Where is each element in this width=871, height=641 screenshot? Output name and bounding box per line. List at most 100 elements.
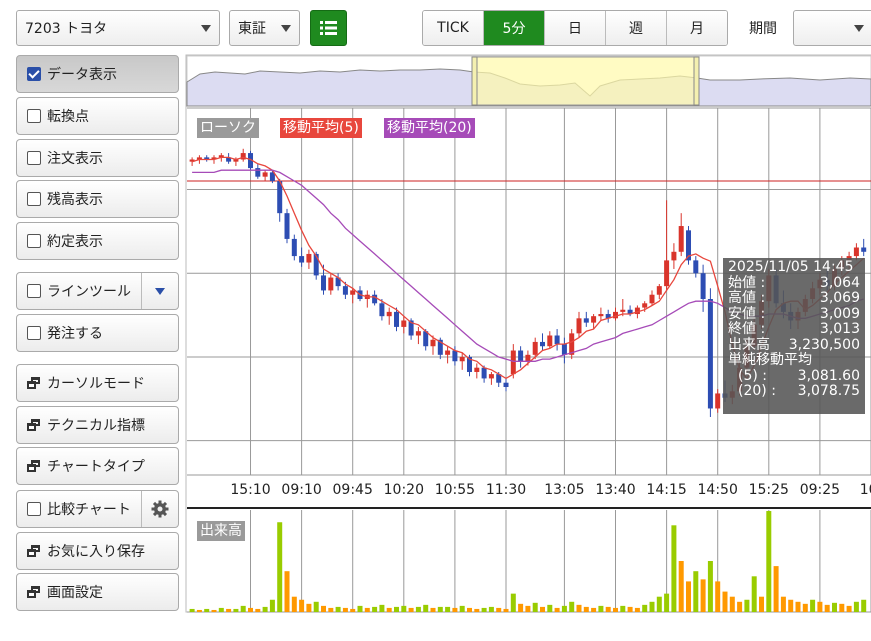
legend-ma5[interactable]: 移動平均(5): [280, 118, 362, 138]
candle-body: [452, 350, 458, 362]
checkbox: [27, 284, 41, 298]
volume-bar: [846, 605, 852, 612]
volume-bar: [686, 581, 692, 612]
x-tick-label: 14:50: [698, 482, 738, 498]
volume-bar: [408, 607, 414, 612]
volume-bar: [678, 561, 684, 612]
tooltip-label: 始値 :: [728, 274, 766, 291]
volume-bar: [240, 605, 246, 612]
tooltip-label: (5) :: [738, 367, 767, 384]
x-tick-label: 10:20: [384, 482, 424, 498]
x-tick-label: 11:30: [486, 482, 526, 498]
price-plot: [187, 108, 871, 475]
candle-body: [686, 230, 692, 261]
candle-body: [649, 294, 655, 304]
interval-button[interactable]: 月: [667, 11, 727, 45]
menu-toggle[interactable]: [141, 273, 178, 309]
legend-ma20[interactable]: 移動平均(20): [384, 118, 475, 138]
volume-bar: [751, 576, 757, 612]
candle-body: [518, 350, 524, 362]
candle-body: [284, 213, 290, 239]
volume-bar: [780, 596, 786, 612]
sidebar-button[interactable]: テクニカル指標: [16, 406, 179, 444]
x-tick-label: 13:40: [595, 482, 635, 498]
volume-bar: [671, 525, 677, 612]
settings-toggle[interactable]: [141, 491, 178, 527]
window-icon: [27, 545, 41, 557]
sidebar-button[interactable]: ラインツール: [16, 272, 179, 310]
sidebar-button[interactable]: 比較チャート: [16, 490, 179, 528]
candle-body: [313, 253, 319, 276]
candle-body: [335, 277, 341, 287]
sidebar-button[interactable]: チャートタイプ: [16, 447, 179, 485]
candle-body: [445, 350, 451, 355]
list-button[interactable]: [310, 10, 347, 46]
candle-body: [394, 311, 400, 327]
x-axis: 15:10 09:10 09:45 10:20 10:55 11:30 13:05 13:40…: [230, 482, 871, 498]
volume-bar: [255, 608, 261, 612]
sidebar-button[interactable]: 転換点: [16, 97, 179, 135]
sidebar-label: 約定表示: [47, 234, 103, 250]
candle-body: [291, 238, 297, 257]
candle-body: [583, 318, 589, 323]
interval-button[interactable]: 日: [545, 11, 606, 45]
volume-bar: [299, 599, 305, 612]
volume-bar: [496, 607, 502, 612]
volume-bar: [824, 604, 830, 612]
navigator: [186, 55, 871, 107]
sidebar-label: チャートタイプ: [47, 459, 145, 475]
symbol-dropdown[interactable]: 7203 トヨタ: [16, 10, 220, 46]
volume-bar: [832, 602, 838, 612]
sidebar-label: 発注する: [47, 326, 103, 342]
volume-bar: [510, 593, 516, 612]
tooltip-label: (20) :: [738, 383, 776, 399]
period-dropdown[interactable]: [793, 10, 871, 46]
volume-bar: [737, 601, 743, 612]
candle-body: [386, 311, 392, 317]
sidebar-label: 画面設定: [47, 585, 103, 601]
market-dropdown[interactable]: 東証: [229, 10, 300, 46]
sidebar-button[interactable]: カーソルモード: [16, 364, 179, 402]
volume-bar: [423, 604, 429, 612]
window-icon: [27, 586, 41, 598]
volume-bar: [759, 596, 765, 612]
sidebar-button[interactable]: お気に入り保存: [16, 532, 179, 570]
interval-button[interactable]: TICK: [423, 11, 484, 45]
sidebar-label: ラインツール: [47, 284, 131, 300]
candle-body: [474, 367, 480, 372]
volume-bar: [503, 608, 509, 612]
tooltip-value: 3,081.60: [797, 367, 860, 384]
volume-bar: [248, 607, 254, 612]
volume-bar: [226, 608, 232, 612]
symbol-text: 7203 トヨタ: [25, 21, 108, 37]
volume-bar: [342, 607, 348, 612]
sidebar-button[interactable]: 残高表示: [16, 180, 179, 218]
tooltip-label: 終値 :: [728, 321, 766, 337]
candle-body: [226, 157, 232, 162]
volume-bar: [795, 601, 801, 612]
volume-bar: [364, 607, 370, 612]
sidebar-button[interactable]: データ表示: [16, 55, 179, 93]
candle-body: [423, 331, 429, 347]
interval-button[interactable]: 週: [606, 11, 667, 45]
volume-bar: [525, 605, 531, 612]
sidebar-button[interactable]: 注文表示: [16, 139, 179, 177]
volume-bar: [452, 607, 458, 612]
volume-title: 出来高: [197, 521, 245, 541]
volume-bar: [627, 606, 633, 612]
volume-bar: [664, 593, 670, 612]
interval-button[interactable]: 5分: [484, 11, 545, 45]
volume-bar: [773, 566, 779, 612]
volume-bar: [401, 605, 407, 612]
candle-body: [656, 286, 662, 295]
volume-bar: [481, 607, 487, 612]
sidebar-button[interactable]: 発注する: [16, 314, 179, 352]
sidebar-button[interactable]: 約定表示: [16, 222, 179, 260]
candle-body: [707, 299, 713, 409]
volume-bar: [642, 604, 648, 612]
sidebar-button[interactable]: 画面設定: [16, 573, 179, 611]
volume-bar: [321, 605, 327, 612]
sidebar-label: 注文表示: [47, 151, 103, 167]
legend-candle[interactable]: ローソク: [197, 118, 259, 138]
